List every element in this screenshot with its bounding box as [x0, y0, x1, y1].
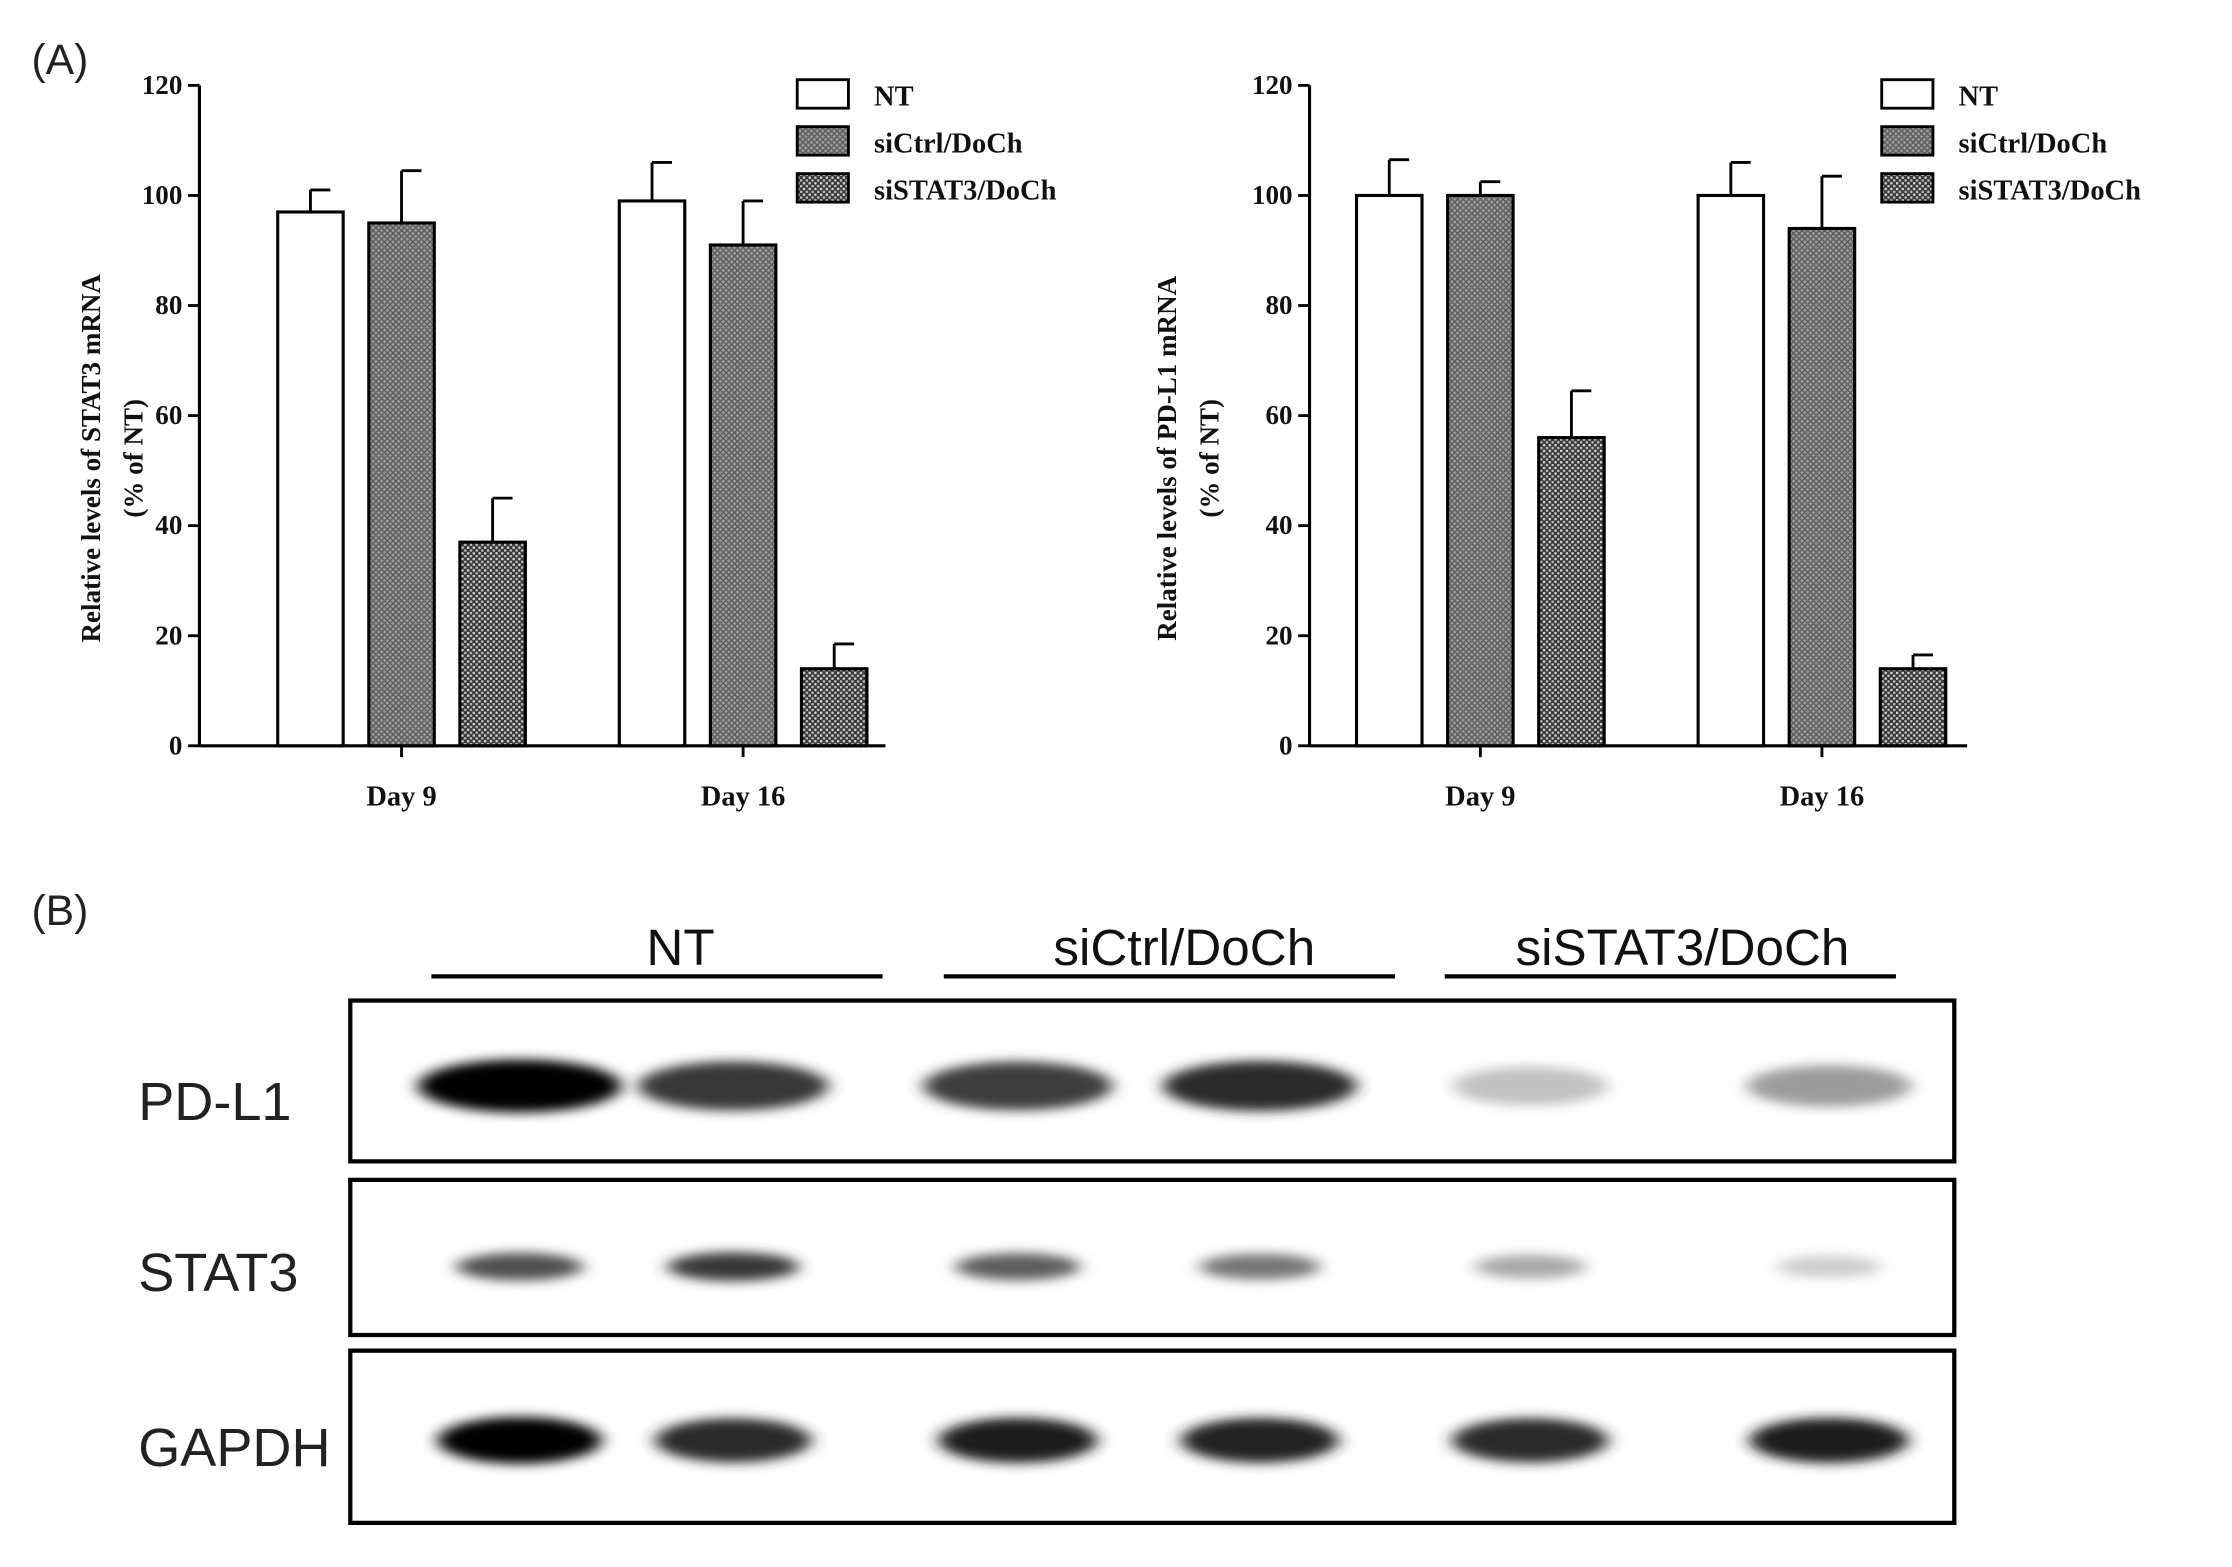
x-tick-label: Day 9	[1445, 782, 1515, 813]
y-axis-label-unit: (% of NT)	[1194, 399, 1224, 518]
blot-bands	[417, 1059, 1912, 1113]
blot-band	[1746, 1065, 1912, 1107]
blot-row-label-stat3: STAT3	[138, 1243, 298, 1303]
y-tick-label: 120	[142, 70, 183, 100]
y-tick-label: 40	[1265, 510, 1292, 540]
y-tick-label: 40	[155, 510, 182, 540]
blot-row-frame	[348, 1348, 1957, 1526]
y-tick-label: 20	[155, 620, 182, 650]
pdl1-mrna-chart: 0 20 40 60 80 100 120 Relative levels of PD-L1 …	[1152, 70, 2141, 813]
y-tick-label: 80	[1265, 290, 1292, 320]
blot-row-label-gapdh: GAPDH	[138, 1418, 330, 1478]
blot-band	[955, 1253, 1081, 1281]
x-tick-label: Day 16	[1780, 782, 1865, 813]
blot-band	[1474, 1254, 1587, 1279]
legend-swatch	[1880, 78, 1935, 110]
blot-group-label-nt: NT	[646, 919, 714, 976]
blot-band	[637, 1061, 829, 1111]
blot-band	[455, 1252, 584, 1281]
blot-band	[1776, 1255, 1882, 1278]
bar	[1537, 436, 1606, 748]
bar	[1354, 193, 1424, 748]
bar	[458, 540, 527, 748]
blot-group-headers: NT siCtrl/DoCh siSTAT3/DoCh	[431, 919, 1896, 979]
blot-band	[417, 1059, 622, 1113]
blot-band	[437, 1416, 602, 1464]
blot-band	[1162, 1060, 1357, 1112]
blot-band	[1451, 1418, 1609, 1463]
y-axis-label: Relative levels of PD-L1 mRNA	[1152, 275, 1182, 640]
legend-label: siCtrl/DoCh	[874, 128, 1023, 159]
legend-label: siSTAT3/DoCh	[1959, 175, 2142, 206]
bar	[799, 667, 869, 748]
blot-band	[1180, 1417, 1339, 1463]
blot-row-gapdh	[348, 1348, 1957, 1526]
blot-row-label-pdl1: PD-L1	[138, 1072, 291, 1132]
blot-band	[1452, 1066, 1608, 1106]
blot-band	[938, 1417, 1098, 1463]
y-tick-label: 60	[1265, 400, 1292, 430]
panel-label-a: (A)	[31, 36, 88, 84]
bar	[276, 210, 345, 748]
bar	[1446, 193, 1515, 748]
stat3-mrna-chart: 0 20 40 60 80 100 120 Relative levels of STAT3 …	[76, 70, 1057, 813]
legend-swatch	[795, 78, 850, 110]
bar	[617, 199, 687, 748]
blot-bands	[455, 1252, 1882, 1282]
blot-row-stat3	[348, 1177, 1957, 1338]
legend-swatch	[1880, 172, 1935, 204]
western-blot: NT siCtrl/DoCh siSTAT3/DoCh PD-L1 STAT3 …	[138, 919, 1957, 1526]
blot-band	[1199, 1253, 1321, 1280]
y-tick-label: 60	[155, 400, 182, 430]
blot-band	[654, 1418, 812, 1463]
legend-swatch	[795, 172, 850, 204]
legend-label: siCtrl/DoCh	[1959, 128, 2108, 159]
blot-group-label-sictrl: siCtrl/DoCh	[1053, 919, 1315, 976]
blot-band	[1749, 1417, 1909, 1463]
blot-row-pdl1	[348, 998, 1957, 1164]
y-axis-label-unit: (% of NT)	[118, 399, 148, 518]
y-tick-label: 100	[142, 180, 183, 210]
bar	[1878, 667, 1948, 748]
bar	[367, 221, 436, 748]
blot-band	[923, 1061, 1113, 1111]
y-tick-label: 0	[169, 730, 183, 760]
bar	[1696, 193, 1766, 748]
y-tick-label: 0	[1279, 730, 1293, 760]
bar	[1787, 226, 1857, 748]
y-tick-label: 20	[1265, 620, 1292, 650]
panel-label-b: (B)	[31, 887, 88, 935]
blot-row-frame	[348, 1177, 1957, 1338]
blot-group-label-sistat3: siSTAT3/DoCh	[1515, 919, 1849, 976]
legend-swatch	[1880, 125, 1935, 157]
x-tick-label: Day 16	[701, 782, 786, 813]
legend-label: NT	[1959, 81, 1999, 112]
blot-band	[667, 1252, 800, 1282]
bar	[708, 243, 778, 748]
y-tick-label: 80	[155, 290, 182, 320]
legend-label: siSTAT3/DoCh	[874, 175, 1057, 206]
y-tick-label: 100	[1252, 180, 1293, 210]
legend-label: NT	[874, 81, 914, 112]
y-axis-label: Relative levels of STAT3 mRNA	[76, 274, 106, 643]
legend-swatch	[795, 125, 850, 157]
blot-bands	[437, 1416, 1909, 1464]
x-tick-label: Day 9	[366, 782, 436, 813]
y-tick-label: 120	[1252, 70, 1293, 100]
